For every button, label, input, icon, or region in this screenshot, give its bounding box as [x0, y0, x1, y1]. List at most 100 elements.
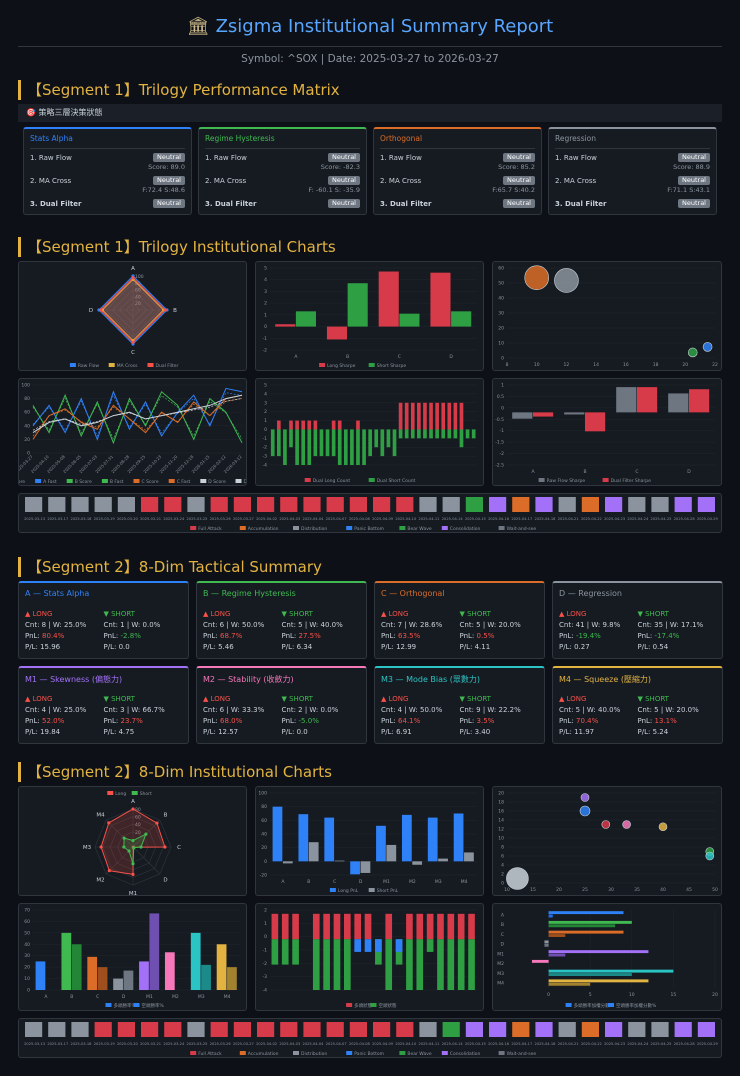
pnl-value: -5.0% — [298, 717, 319, 725]
legend-label: 多頭狀態 — [354, 1002, 372, 1009]
radar-tick-label: 20 — [135, 830, 141, 836]
pnl-label: PnL: — [381, 717, 396, 725]
y-tick-label: M4 — [497, 981, 504, 987]
matrix-row-label: 3. Dual Filter — [205, 199, 257, 208]
short-profit-factor: P/L: 4.75 — [103, 728, 135, 736]
x-tick-label: B — [346, 354, 349, 360]
radar-axis-label: A — [131, 266, 135, 272]
pnl-label: PnL: — [103, 717, 119, 725]
regime-cell — [257, 497, 275, 512]
matrix-row-label: 1. Raw Flow — [205, 153, 247, 162]
tactical-card-title: M3 — Mode Bias (眾數力) — [381, 675, 480, 684]
regime-cell — [326, 1022, 344, 1037]
bar — [201, 964, 211, 990]
regime-date-label: 2025-04-24 — [627, 1042, 649, 1046]
regime-date-label: 2025-03-26 — [210, 517, 232, 521]
legend-swatch — [346, 526, 353, 530]
bar — [308, 842, 319, 862]
bar — [392, 429, 397, 457]
matrix-row-label: 2. MA Cross — [380, 176, 422, 185]
y-tick-label: 50 — [498, 281, 504, 287]
section-trilogy-charts: 【Segment 1】Trilogy Institutional Charts — [18, 237, 336, 257]
x-tick-label: 45 — [686, 887, 692, 893]
regime-cell — [94, 497, 112, 512]
bar — [216, 944, 227, 990]
radar-axis-label: M3 — [83, 845, 92, 851]
matrix-row: 2. MA Cross Neutral — [380, 175, 535, 186]
regime-cell — [164, 1022, 182, 1037]
hbar — [548, 930, 624, 934]
y-tick-label: 0 — [27, 988, 30, 994]
weighted-score-hbar-chart: 0 5 10 15 20 A B C D M1 M2 M3 M4 多頭勝率加權分數% 空頭勝率加權分數% — [492, 903, 722, 1011]
long-label: ▲ LONG — [203, 610, 231, 618]
long-count: Cnt: 8 | W: 25.0% — [25, 621, 87, 629]
short-pnl: PnL: 27.5% — [282, 631, 361, 642]
hbar — [548, 924, 616, 928]
pnl-label: PnL: — [459, 632, 475, 640]
tactical-card: C — Orthogonal ▲ LONG Cnt: 7 | W: 28.6% PnL… — [374, 581, 545, 659]
y-tick-label: 14 — [498, 818, 504, 824]
bar — [292, 913, 299, 940]
pnl-value: -19.4% — [576, 632, 601, 640]
radar-point — [155, 821, 159, 825]
y-tick-label: 100 — [21, 383, 30, 389]
regime-cell — [489, 1022, 507, 1037]
y-tick-label: 80 — [24, 396, 30, 402]
short-column: ▼ SHORT Cnt: 3 | W: 66.7% PnL: 23.7% P/L: 4… — [104, 694, 183, 738]
short-pnl: PnL: 0.5% — [460, 631, 539, 642]
short-column: ▼ SHORT Cnt: 2 | W: 0.0% PnL: -5.0% P/L: 0.… — [282, 694, 361, 738]
short-count: Cnt: 9 | W: 22.2% — [459, 706, 521, 714]
regime-cell — [535, 1022, 553, 1037]
legend-swatch — [399, 526, 406, 530]
bar — [459, 402, 464, 430]
status-badge: Neutral — [503, 176, 535, 185]
radar-point — [139, 845, 143, 849]
regime-date-label: 2025-04-21 — [558, 517, 579, 521]
bar — [378, 271, 399, 327]
regime-cell — [442, 1022, 460, 1037]
regime-cell — [94, 1022, 112, 1037]
bubble-point — [658, 822, 668, 832]
short-profit-factor: P/L: 0.0 — [103, 643, 130, 651]
legend-label: B Fast — [110, 479, 124, 485]
sharpe-compare-bar-chart: 1 0.5 0 -0.5 -1 -1.5 -2 -2.5 A B C D Raw Flow Sharpe… — [492, 378, 722, 486]
short-column: ▼ SHORT Cnt: 5 | W: 40.0% PnL: 27.5% P/L: 6… — [282, 609, 361, 653]
pnl-value: 23.7% — [120, 717, 143, 725]
bar — [356, 429, 360, 465]
radar-point — [127, 849, 131, 853]
regime-cell — [25, 1022, 43, 1037]
tactical-columns: ▲ LONG Cnt: 6 | W: 50.0% PnL: 68.7% P/L: 5.… — [197, 605, 366, 653]
bar — [441, 402, 446, 430]
y-tick-label: 4 — [264, 391, 267, 397]
pnl-value: 64.1% — [398, 717, 421, 725]
radar-point — [163, 845, 167, 849]
bar — [368, 429, 372, 457]
pnl-label: PnL: — [203, 632, 218, 640]
regime-date-label: 2025-04-24 — [627, 517, 649, 521]
bar — [319, 429, 324, 457]
y-tick-label: 0 — [501, 405, 504, 411]
bar — [350, 861, 360, 875]
divider — [18, 46, 722, 47]
matrix-score: Score: 88.9 — [673, 163, 710, 171]
legend-swatch — [108, 363, 115, 367]
long-profit-factor: P/L: 11.97 — [559, 728, 595, 736]
regime-cell — [651, 497, 669, 512]
bar — [374, 429, 379, 448]
y-tick-label: 40 — [261, 832, 267, 838]
x-tick-label: 8 — [506, 362, 509, 368]
bubble-chart-trilogy: 60 50 40 30 20 10 0 8 10 12 14 16 18 20 22 — [492, 261, 722, 371]
bar — [404, 429, 409, 439]
regime-cell — [280, 1022, 298, 1037]
strategy-status-bar: 🎯 策略三層決策狀態 — [18, 104, 722, 122]
legend-swatch — [133, 479, 140, 483]
radar-point — [131, 276, 135, 280]
short-label: ▼ SHORT — [103, 695, 135, 703]
bar — [616, 387, 637, 413]
y-tick-label: 0 — [501, 356, 504, 362]
legend-swatch — [441, 526, 448, 530]
regime-date-label: 2025-04-28 — [674, 1042, 696, 1046]
long-label: ▲ LONG — [25, 610, 53, 618]
y-tick-label: M2 — [497, 961, 504, 967]
regime-cell — [349, 1022, 367, 1037]
